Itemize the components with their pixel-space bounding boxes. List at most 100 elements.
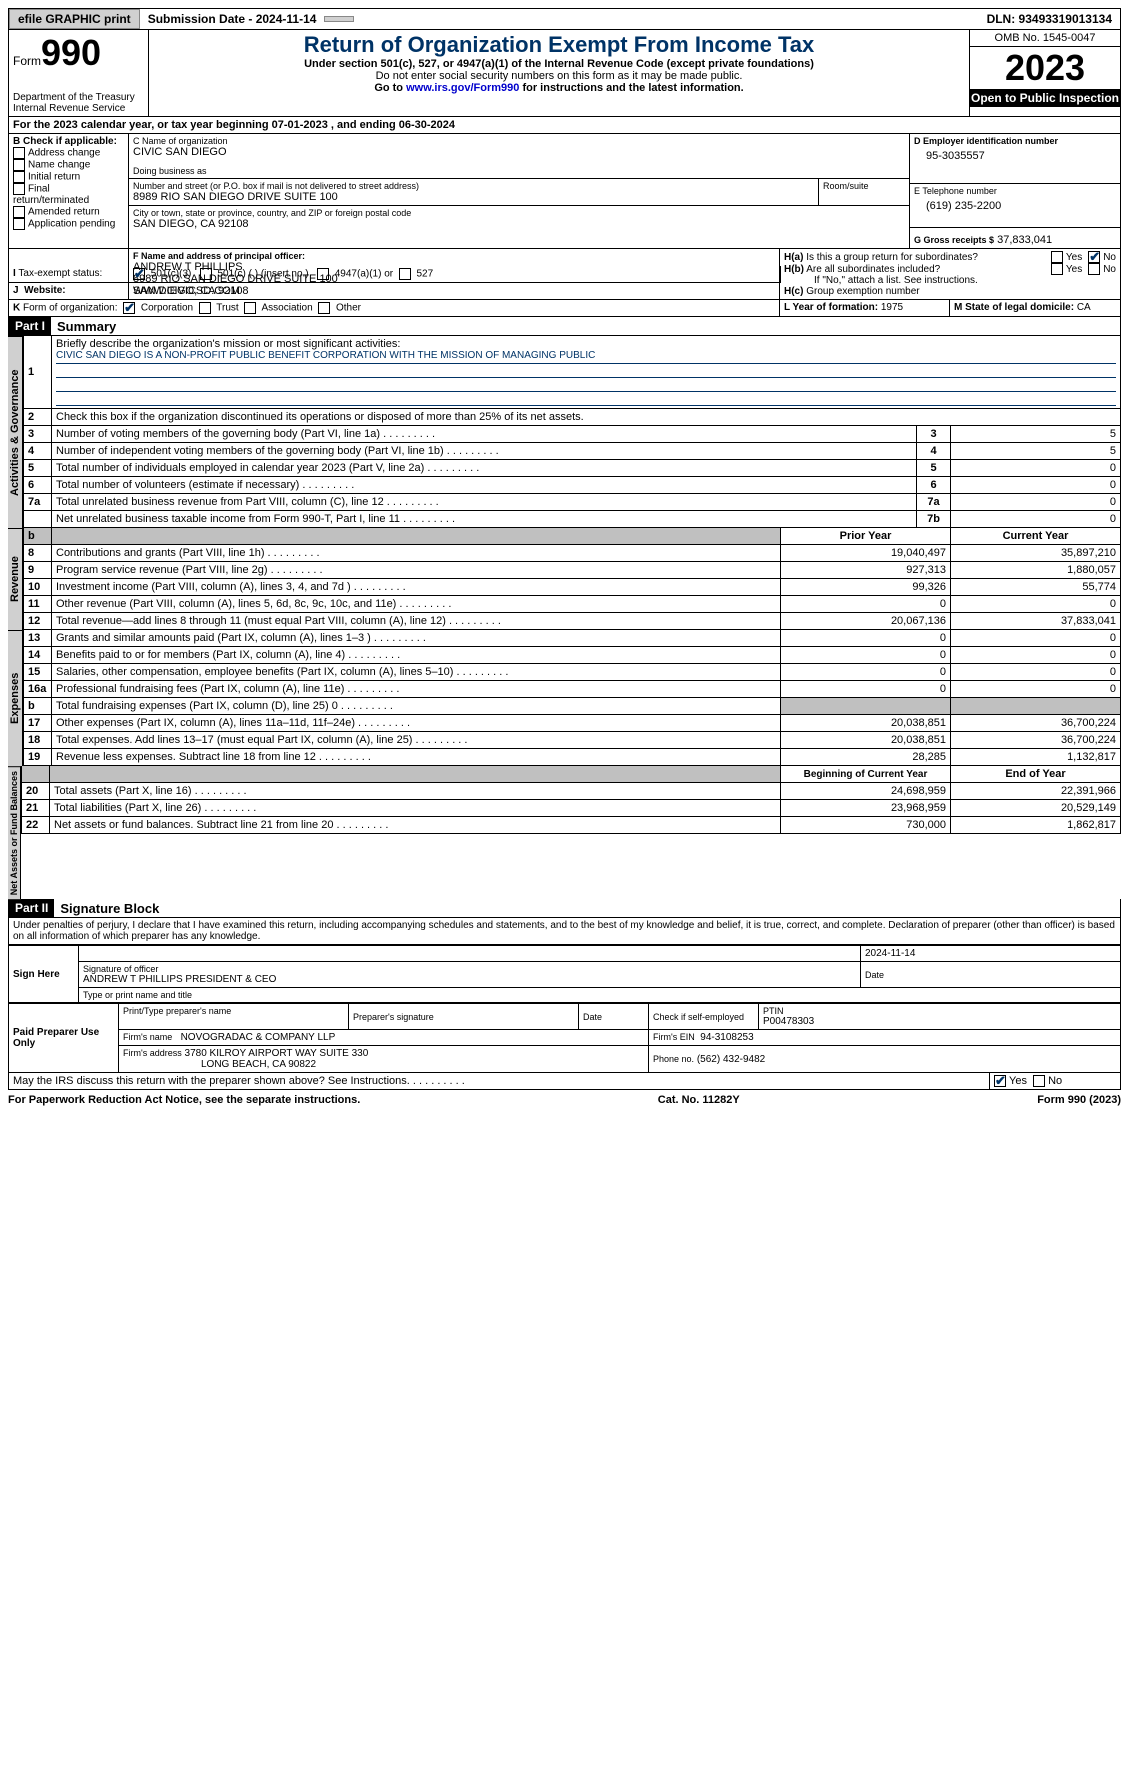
- table-row: 21Total liabilities (Part X, line 26)23,…: [22, 800, 1121, 817]
- line1-label: Briefly describe the organization's miss…: [56, 338, 1116, 350]
- table-row: 10Investment income (Part VIII, column (…: [24, 579, 1121, 596]
- dba-label: Doing business as: [133, 166, 905, 176]
- table-row: 19Revenue less expenses. Subtract line 1…: [24, 749, 1121, 766]
- table-row: Net unrelated business taxable income fr…: [24, 511, 1121, 528]
- phone: (619) 235-2200: [914, 196, 1116, 212]
- ein: 95-3035557: [914, 146, 1116, 162]
- chk-initial-return[interactable]: Initial return: [13, 171, 124, 183]
- table-row: 11Other revenue (Part VIII, column (A), …: [24, 596, 1121, 613]
- d-label: D Employer identification number: [914, 136, 1116, 146]
- table-row: 7aTotal unrelated business revenue from …: [24, 494, 1121, 511]
- signature-block: Sign Here 2024-11-14 Signature of office…: [8, 945, 1121, 1003]
- perjury-declaration: Under penalties of perjury, I declare th…: [8, 918, 1121, 945]
- expenses-table: 13Grants and similar amounts paid (Part …: [23, 630, 1121, 766]
- website-row: J Website: WWW.CIVICSD.COM: [8, 283, 1121, 300]
- footer-mid: Cat. No. 11282Y: [658, 1094, 740, 1106]
- paid-preparer-label: Paid Preparer Use Only: [9, 1004, 119, 1073]
- sig-date: 2024-11-14: [861, 946, 1121, 962]
- dln: DLN: 93493319013134: [979, 10, 1120, 28]
- state-domicile: CA: [1077, 302, 1091, 313]
- footer-right: Form 990 (2023): [1037, 1094, 1121, 1106]
- form-subtitle-1: Under section 501(c), 527, or 4947(a)(1)…: [153, 58, 965, 70]
- entity-block: B Check if applicable: Address change Na…: [8, 134, 1121, 249]
- b-label: B Check if applicable:: [13, 136, 124, 147]
- table-row: 6Total number of volunteers (estimate if…: [24, 477, 1121, 494]
- form-number: 990: [41, 32, 101, 73]
- chk-trust[interactable]: [199, 302, 211, 314]
- table-row: 4Number of independent voting members of…: [24, 443, 1121, 460]
- part-ii-header: Part II Signature Block: [8, 899, 1121, 918]
- table-row: 15Salaries, other compensation, employee…: [24, 664, 1121, 681]
- page-footer: For Paperwork Reduction Act Notice, see …: [8, 1094, 1121, 1106]
- chk-name-change[interactable]: Name change: [13, 159, 124, 171]
- firm-phone: (562) 432-9482: [697, 1054, 765, 1065]
- chk-association[interactable]: [244, 302, 256, 314]
- table-row: 18Total expenses. Add lines 13–17 (must …: [24, 732, 1121, 749]
- org-street: 8989 RIO SAN DIEGO DRIVE SUITE 100: [133, 191, 814, 203]
- hb-yes[interactable]: [1051, 263, 1063, 275]
- paid-preparer-block: Paid Preparer Use Only Print/Type prepar…: [8, 1003, 1121, 1073]
- ptin: P00478303: [763, 1016, 1116, 1027]
- line-a: For the 2023 calendar year, or tax year …: [8, 117, 1121, 134]
- room-label: Room/suite: [823, 181, 905, 191]
- k-l-m-row: K Form of organization: Corporation Trus…: [8, 300, 1121, 317]
- year-formation: 1975: [881, 302, 903, 313]
- tab-expenses: Expenses: [8, 630, 23, 766]
- chk-501c[interactable]: [200, 268, 212, 280]
- table-row: 17Other expenses (Part IX, column (A), l…: [24, 715, 1121, 732]
- efile-print-button[interactable]: efile GRAPHIC print: [9, 9, 140, 29]
- c-name-label: C Name of organization: [133, 136, 905, 146]
- table-row: 13Grants and similar amounts paid (Part …: [24, 630, 1121, 647]
- tax-year: 2023: [970, 47, 1120, 89]
- table-row: 16aProfessional fundraising fees (Part I…: [24, 681, 1121, 698]
- chk-address-change[interactable]: Address change: [13, 147, 124, 159]
- form-header: Form990 Department of the Treasury Inter…: [8, 30, 1121, 117]
- ha-yes[interactable]: [1051, 251, 1063, 263]
- net-assets-table: Beginning of Current Year End of Year: [21, 766, 1121, 783]
- open-inspection: Open to Public Inspection: [970, 89, 1120, 107]
- chk-4947[interactable]: [317, 268, 329, 280]
- hb-no[interactable]: [1088, 263, 1100, 275]
- firm-address-1: 3780 KILROY AIRPORT WAY SUITE 330: [185, 1048, 369, 1059]
- hb-label: Are all subordinates included?: [806, 264, 940, 275]
- chk-final-return[interactable]: Final return/terminated: [13, 183, 124, 206]
- g-label: G Gross receipts $: [914, 235, 994, 245]
- table-row: 12Total revenue—add lines 8 through 11 (…: [24, 613, 1121, 630]
- tab-net-assets: Net Assets or Fund Balances: [8, 766, 21, 899]
- chk-527[interactable]: [399, 268, 411, 280]
- e-label: E Telephone number: [914, 186, 1116, 196]
- ha-label: Is this a group return for subordinates?: [806, 252, 978, 263]
- sign-here-label: Sign Here: [9, 946, 79, 1003]
- dept-irs: Internal Revenue Service: [13, 103, 144, 114]
- chk-corporation[interactable]: [123, 302, 135, 314]
- table-row: 5Total number of individuals employed in…: [24, 460, 1121, 477]
- tab-activities-governance: Activities & Governance: [8, 336, 23, 528]
- ha-no[interactable]: [1088, 251, 1100, 263]
- mission-text: CIVIC SAN DIEGO IS A NON-PROFIT PUBLIC B…: [56, 350, 1116, 364]
- firm-ein: 94-3108253: [700, 1032, 753, 1043]
- chk-501c3[interactable]: [133, 268, 145, 280]
- org-name: CIVIC SAN DIEGO: [133, 146, 905, 158]
- discuss-row: May the IRS discuss this return with the…: [8, 1073, 1121, 1090]
- governance-table: 1 Briefly describe the organization's mi…: [23, 336, 1121, 426]
- chk-amended-return[interactable]: Amended return: [13, 206, 124, 218]
- part-i-header: Part I Summary: [8, 317, 1121, 336]
- irs-link[interactable]: www.irs.gov/Form990: [406, 82, 519, 94]
- gross-receipts: 37,833,041: [997, 234, 1052, 246]
- omb-number: OMB No. 1545-0047: [970, 30, 1120, 47]
- firm-name: NOVOGRADAC & COMPANY LLP: [181, 1032, 336, 1043]
- chk-other[interactable]: [318, 302, 330, 314]
- form-title: Return of Organization Exempt From Incom…: [153, 32, 965, 58]
- street-label: Number and street (or P.O. box if mail i…: [133, 181, 814, 191]
- discuss-no[interactable]: [1033, 1075, 1045, 1087]
- top-bar: efile GRAPHIC print Submission Date - 20…: [8, 8, 1121, 30]
- tab-revenue: Revenue: [8, 528, 23, 630]
- table-row: bTotal fundraising expenses (Part IX, co…: [24, 698, 1121, 715]
- org-city: SAN DIEGO, CA 92108: [133, 218, 905, 230]
- discuss-yes[interactable]: [994, 1075, 1006, 1087]
- chk-application-pending[interactable]: Application pending: [13, 218, 124, 230]
- blank-button[interactable]: [324, 16, 354, 22]
- table-row: 3Number of voting members of the governi…: [24, 426, 1121, 443]
- table-row: 14Benefits paid to or for members (Part …: [24, 647, 1121, 664]
- submission-date: Submission Date - 2024-11-14: [140, 10, 325, 28]
